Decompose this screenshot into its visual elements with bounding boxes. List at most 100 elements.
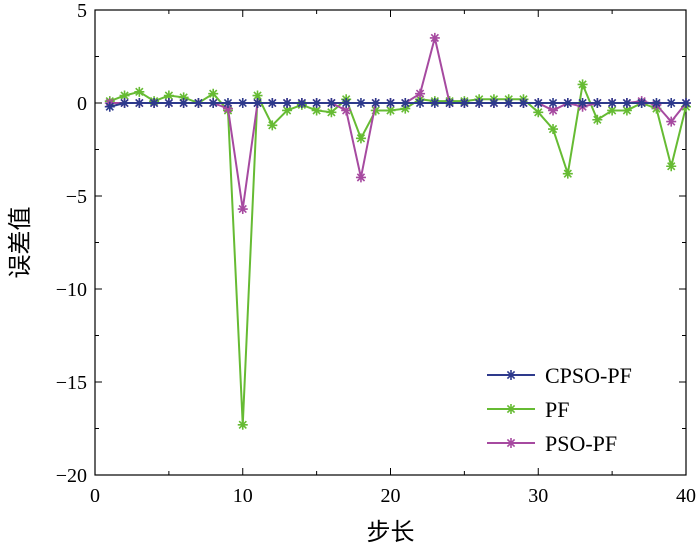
- data-point-pso-pf: [548, 105, 559, 116]
- data-point-pf: [400, 103, 411, 114]
- x-tick-label: 30: [528, 485, 548, 507]
- data-point-pf: [178, 92, 189, 103]
- legend-item-pso-pf: PSO-PF: [487, 431, 617, 456]
- y-tick-label: −20: [56, 465, 87, 487]
- legend-marker-pf: [506, 404, 516, 414]
- data-point-cpso-pf: [474, 98, 485, 108]
- series-line-pso-pf: [109, 36, 687, 211]
- data-point-cpso-pf: [503, 98, 514, 108]
- y-tick-label: −10: [56, 279, 87, 301]
- legend-label-pf: PF: [545, 397, 569, 422]
- data-point-cpso-pf: [134, 98, 145, 108]
- data-point-cpso-pf: [429, 98, 440, 108]
- data-point-pf: [548, 124, 559, 135]
- data-point-pf: [355, 133, 366, 144]
- legend-marker-pso-pf: [506, 438, 516, 448]
- y-tick-label: 5: [77, 0, 87, 22]
- data-point-pso-pf: [355, 172, 366, 183]
- legend-label-pso-pf: PSO-PF: [545, 431, 617, 456]
- data-point-cpso-pf: [415, 98, 426, 108]
- data-point-cpso-pf: [636, 98, 647, 108]
- data-point-pf: [237, 419, 248, 430]
- data-point-pso-pf: [415, 88, 426, 99]
- data-point-cpso-pf: [178, 98, 189, 108]
- x-tick-label: 0: [90, 485, 100, 507]
- data-point-cpso-pf: [518, 98, 529, 108]
- data-point-cpso-pf: [651, 98, 662, 108]
- data-point-cpso-pf: [444, 98, 455, 108]
- data-point-cpso-pf: [488, 98, 499, 108]
- data-point-pso-pf: [429, 32, 440, 43]
- x-axis-ticks: 0 10 20 30 40: [90, 10, 696, 507]
- data-point-cpso-pf: [607, 98, 618, 108]
- data-point-cpso-pf: [163, 98, 174, 108]
- x-axis-title: 步长: [367, 519, 415, 546]
- data-point-cpso-pf: [385, 98, 396, 108]
- data-point-cpso-pf: [326, 98, 337, 108]
- data-point-cpso-pf: [149, 98, 160, 108]
- y-tick-label: 0: [77, 93, 87, 115]
- data-point-pf: [592, 114, 603, 125]
- data-point-cpso-pf: [666, 98, 677, 108]
- data-point-pso-pf: [341, 105, 352, 116]
- data-point-pf: [282, 105, 293, 116]
- data-point-pf: [385, 105, 396, 116]
- data-point-pf: [267, 120, 278, 131]
- series-pso-pf: [104, 32, 691, 215]
- data-point-cpso-pf: [237, 98, 248, 108]
- data-point-cpso-pf: [119, 98, 130, 108]
- data-point-cpso-pf: [681, 98, 691, 108]
- plot-frame: [94, 9, 687, 476]
- data-point-pf: [119, 90, 130, 101]
- data-point-cpso-pf: [341, 98, 352, 108]
- data-point-cpso-pf: [577, 98, 588, 108]
- data-point-pf: [252, 90, 263, 101]
- data-point-pf: [666, 161, 677, 172]
- data-point-cpso-pf: [282, 98, 293, 108]
- legend-label-cpso-pf: CPSO-PF: [545, 363, 632, 388]
- data-point-cpso-pf: [311, 98, 322, 108]
- x-tick-label: 20: [381, 485, 401, 507]
- data-point-pf: [577, 79, 588, 90]
- data-point-cpso-pf: [296, 98, 307, 108]
- data-point-cpso-pf: [370, 98, 381, 108]
- y-axis-title: 误差值: [7, 207, 34, 279]
- data-point-pf: [134, 86, 145, 97]
- series-cpso-pf: [104, 98, 691, 112]
- data-point-cpso-pf: [222, 98, 233, 108]
- x-tick-label: 10: [233, 485, 253, 507]
- legend: CPSO-PF PF PSO-PF: [487, 363, 632, 456]
- legend-marker-cpso-pf: [506, 370, 516, 380]
- y-tick-label: −5: [66, 186, 87, 208]
- data-point-cpso-pf: [267, 98, 278, 108]
- data-point-cpso-pf: [252, 98, 263, 108]
- legend-item-cpso-pf: CPSO-PF: [487, 363, 632, 388]
- data-point-pf: [533, 107, 544, 118]
- x-tick-label: 40: [676, 485, 696, 507]
- series-line-cpso-pf: [109, 102, 686, 108]
- data-point-cpso-pf: [208, 98, 219, 108]
- data-point-pf: [562, 168, 573, 179]
- data-point-pf: [370, 105, 381, 116]
- plot-border: [94, 9, 687, 476]
- y-axis-ticks: 5 0 −5 −10 −15 −20: [56, 0, 686, 487]
- data-point-cpso-pf: [193, 98, 204, 108]
- data-point-pf: [326, 107, 337, 118]
- data-point-cpso-pf: [355, 98, 366, 108]
- data-point-cpso-pf: [592, 98, 603, 108]
- data-point-pso-pf: [222, 103, 233, 114]
- data-point-pso-pf: [237, 204, 248, 215]
- data-point-cpso-pf: [562, 98, 573, 108]
- legend-item-pf: PF: [487, 397, 569, 422]
- data-point-cpso-pf: [459, 98, 470, 108]
- data-point-pf: [607, 105, 618, 116]
- series-layer: [104, 32, 691, 430]
- data-point-cpso-pf: [400, 98, 411, 108]
- data-point-pf: [208, 88, 219, 99]
- data-point-cpso-pf: [104, 101, 115, 112]
- data-point-cpso-pf: [548, 98, 559, 108]
- data-point-pf: [311, 105, 322, 116]
- data-point-cpso-pf: [621, 98, 632, 108]
- data-point-pf: [163, 90, 174, 101]
